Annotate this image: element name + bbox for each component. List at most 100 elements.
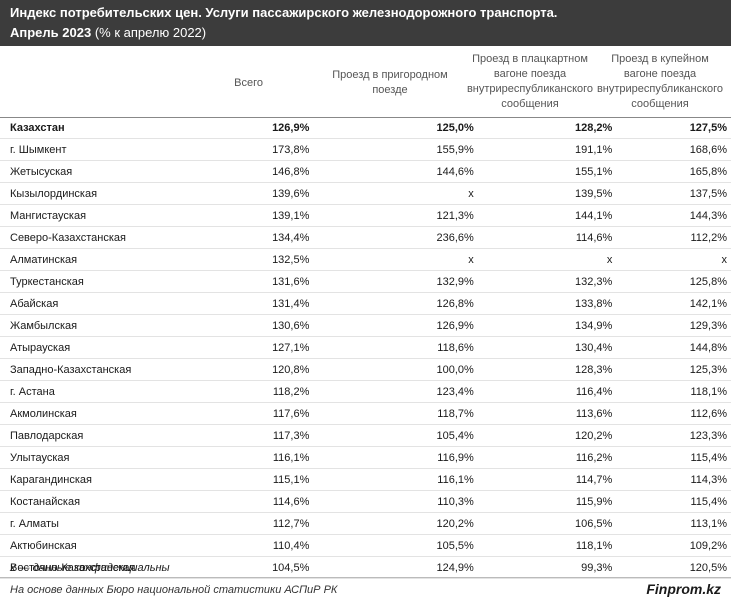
footer: На основе данных Бюро национальной стати…	[0, 577, 731, 602]
cell-suburban: 236,6%	[309, 226, 474, 249]
cell-total: 131,4%	[259, 292, 310, 315]
cell-coupe: 112,6%	[612, 402, 731, 425]
table-row: Жамбылская 130,6% 126,9% 134,9% 129,3%	[0, 314, 731, 337]
table-row: г. Астана 118,2% 123,4% 116,4% 118,1%	[0, 380, 731, 403]
cell-coupe: 129,3%	[612, 314, 731, 337]
cell-platskart: 118,1%	[473, 534, 613, 557]
table-title: Индекс потребительских цен. Услуги пасса…	[10, 5, 558, 20]
region-name: Павлодарская	[0, 424, 260, 447]
cell-platskart: 106,5%	[473, 512, 613, 535]
cell-suburban: 121,3%	[309, 204, 474, 227]
cell-total: 118,2%	[259, 380, 310, 403]
region-name: Восточно-Казахстанская	[0, 556, 260, 579]
column-header-coupe-line: сообщения	[631, 98, 689, 110]
cell-total: 132,5%	[259, 248, 310, 271]
cell-coupe: 120,5%	[612, 556, 731, 579]
region-name: Абайская	[0, 292, 260, 315]
cell-platskart: 116,2%	[473, 446, 613, 469]
cell-suburban: х	[309, 182, 474, 205]
region-name: г. Шымкент	[0, 138, 260, 161]
region-name: Актюбинская	[0, 534, 260, 557]
cell-coupe: 144,8%	[612, 336, 731, 359]
cell-total: 120,8%	[259, 358, 310, 381]
column-header-coupe-line: Проезд в купейном	[611, 53, 709, 65]
cell-total: 110,4%	[259, 534, 310, 557]
source-note: На основе данных Бюро национальной стати…	[10, 584, 338, 596]
cell-total: 116,1%	[259, 446, 310, 469]
table-subtitle: Апрель 2023 (% к апрелю 2022)	[10, 25, 206, 40]
cell-platskart: 191,1%	[473, 138, 613, 161]
table-row: Карагандинская 115,1% 116,1% 114,7% 114,3%	[0, 468, 731, 491]
column-header-coupe-line: внутриреспубликанского	[596, 83, 724, 95]
cell-platskart: 144,1%	[473, 204, 613, 227]
cell-coupe: 123,3%	[612, 424, 731, 447]
cell-suburban: х	[309, 248, 474, 271]
cell-suburban: 124,9%	[309, 556, 474, 579]
cell-coupe: 142,1%	[612, 292, 731, 315]
column-header-coupe-line: вагоне поезда	[623, 68, 697, 80]
cell-total: 131,6%	[259, 270, 310, 293]
brand-logo: Finprom.kz	[646, 581, 721, 597]
table-row: Акмолинская 117,6% 118,7% 113,6% 112,6%	[0, 402, 731, 425]
cell-suburban: 123,4%	[309, 380, 474, 403]
table-row: г. Шымкент 173,8% 155,9% 191,1% 168,6%	[0, 138, 731, 161]
table-row: Алматинская 132,5% х х х	[0, 248, 731, 271]
table-row: Кызылординская 139,6% х 139,5% 137,5%	[0, 182, 731, 205]
cell-suburban: 125,0%	[309, 117, 474, 139]
column-header-coupe: Проезд в купейном вагоне поезда внутрире…	[590, 52, 730, 112]
cell-coupe: 112,2%	[612, 226, 731, 249]
table-row: Абайская 131,4% 126,8% 133,8% 142,1%	[0, 292, 731, 315]
cell-coupe: 165,8%	[612, 160, 731, 183]
cell-platskart: 116,4%	[473, 380, 613, 403]
column-header-suburban-line: Проезд в пригородном	[332, 69, 448, 81]
region-name: Мангистауская	[0, 204, 260, 227]
cell-suburban: 132,9%	[309, 270, 474, 293]
table-row: Актюбинская 110,4% 105,5% 118,1% 109,2%	[0, 534, 731, 557]
cell-total: 139,1%	[259, 204, 310, 227]
region-name: Жамбылская	[0, 314, 260, 337]
region-name: Улытауская	[0, 446, 260, 469]
table-row: Атырауская 127,1% 118,6% 130,4% 144,8%	[0, 336, 731, 359]
region-name: Атырауская	[0, 336, 260, 359]
cell-platskart: 139,5%	[473, 182, 613, 205]
column-header-platskart: Проезд в плацкартном вагоне поезда внутр…	[455, 52, 605, 112]
table-row: Жетысуская 146,8% 144,6% 155,1% 165,8%	[0, 160, 731, 183]
cell-coupe: 137,5%	[612, 182, 731, 205]
cell-suburban: 155,9%	[309, 138, 474, 161]
region-name: Кызылординская	[0, 182, 260, 205]
cell-suburban: 118,6%	[309, 336, 474, 359]
cell-total: 126,9%	[259, 117, 310, 139]
table-row: Павлодарская 117,3% 105,4% 120,2% 123,3%	[0, 424, 731, 447]
column-header-suburban: Проезд в пригородном поезде	[300, 68, 480, 98]
table-row: Западно-Казахстанская 120,8% 100,0% 128,3% 1…	[0, 358, 731, 381]
data-table: Казахстан 126,9% 125,0% 128,2% 127,5% г. Шымк…	[0, 117, 731, 579]
table-row: Улытауская 116,1% 116,9% 116,2% 115,4%	[0, 446, 731, 469]
region-name: г. Алматы	[0, 512, 260, 535]
cell-coupe: 113,1%	[612, 512, 731, 535]
region-name: Костанайская	[0, 490, 260, 513]
cell-platskart: 99,3%	[473, 556, 613, 579]
cell-suburban: 118,7%	[309, 402, 474, 425]
cell-suburban: 120,2%	[309, 512, 474, 535]
region-name: г. Астана	[0, 380, 260, 403]
table-row: Туркестанская 131,6% 132,9% 132,3% 125,8%	[0, 270, 731, 293]
cell-total: 173,8%	[259, 138, 310, 161]
table-row: Казахстан 126,9% 125,0% 128,2% 127,5%	[0, 117, 731, 139]
cell-platskart: 114,6%	[473, 226, 613, 249]
column-header-platskart-line: вагоне поезда	[493, 68, 567, 80]
cell-total: 112,7%	[259, 512, 310, 535]
cell-suburban: 105,4%	[309, 424, 474, 447]
column-header-platskart-line: Проезд в плацкартном	[472, 53, 588, 65]
cell-coupe: 125,3%	[612, 358, 731, 381]
region-name: Казахстан	[0, 117, 260, 139]
footnote: х — данные конфиденциальны	[10, 562, 170, 574]
cell-platskart: 134,9%	[473, 314, 613, 337]
region-name: Северо-Казахстанская	[0, 226, 260, 249]
cell-suburban: 126,9%	[309, 314, 474, 337]
cell-platskart: 130,4%	[473, 336, 613, 359]
cell-suburban: 116,1%	[309, 468, 474, 491]
cell-total: 104,5%	[259, 556, 310, 579]
region-name: Алматинская	[0, 248, 260, 271]
cell-suburban: 105,5%	[309, 534, 474, 557]
cell-platskart: 133,8%	[473, 292, 613, 315]
